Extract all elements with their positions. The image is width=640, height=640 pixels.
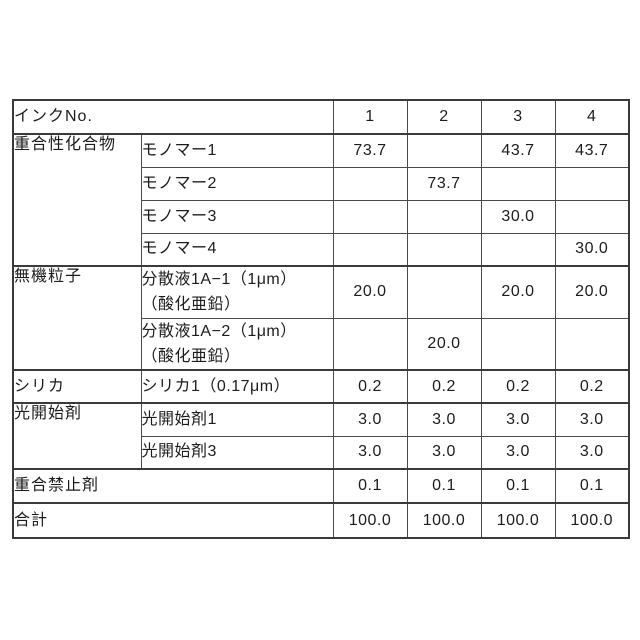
header-ink-no-label: インクNo. bbox=[12, 99, 334, 135]
value-cell: 20.0 bbox=[406, 317, 482, 371]
value-cell: 0.2 bbox=[480, 369, 556, 404]
table-row-monomer1: 重合性化合物 モノマー1 73.7 43.7 43.7 bbox=[12, 133, 630, 267]
value-cell: 30.0 bbox=[554, 232, 630, 267]
table-row-photoinitiator3: 光開始剤3 3.0 3.0 3.0 3.0 bbox=[13, 435, 630, 470]
value-cell: 100.0 bbox=[406, 502, 482, 539]
header-col-3: 3 bbox=[480, 99, 556, 135]
table-row-silica: シリカ シリカ1（0.17μm） 0.2 0.2 0.2 0.2 bbox=[12, 369, 630, 404]
value-cell: 20.0 bbox=[554, 265, 630, 319]
item-name-line2: （酸化亜鉛） bbox=[141, 296, 241, 314]
value-cell: 100.0 bbox=[480, 502, 556, 539]
value-cell bbox=[406, 199, 482, 234]
value-cell: 43.7 bbox=[480, 133, 556, 168]
value-cell bbox=[332, 232, 408, 267]
item-cell-monomer1: モノマー1 bbox=[140, 133, 334, 168]
item-cell-photoinitiator3: 光開始剤3 bbox=[140, 435, 334, 470]
table-header-row: インクNo. 1 2 3 4 bbox=[12, 99, 630, 135]
table-row-monomer3: モノマー3 30.0 bbox=[13, 199, 630, 234]
value-cell bbox=[406, 265, 482, 319]
item-cell-silica1: シリカ1（0.17μm） bbox=[140, 369, 334, 404]
value-cell: 3.0 bbox=[554, 435, 630, 470]
category-cell-photoinitiator: 光開始剤 bbox=[12, 402, 142, 470]
ink-composition-table: インクNo. 1 2 3 4 重合性化合物 モノマー1 73.7 43.7 43… bbox=[12, 99, 630, 539]
header-col-2: 2 bbox=[406, 99, 482, 135]
label-cell-inhibitor: 重合禁止剤 bbox=[12, 468, 334, 504]
value-cell: 0.2 bbox=[406, 369, 482, 404]
header-col-4: 4 bbox=[554, 99, 630, 135]
value-cell bbox=[480, 232, 556, 267]
table-row-photoinitiator1: 光開始剤 光開始剤1 3.0 3.0 3.0 3.0 bbox=[12, 402, 630, 470]
value-cell: 0.1 bbox=[480, 468, 556, 504]
value-cell: 3.0 bbox=[332, 402, 408, 437]
item-name-line1: 分散液1A−2（1μm） bbox=[141, 322, 297, 340]
value-cell: 0.2 bbox=[554, 369, 630, 404]
value-cell bbox=[406, 133, 482, 168]
header-col-1: 1 bbox=[332, 99, 408, 135]
value-cell: 0.1 bbox=[332, 468, 408, 504]
table-row-monomer4: モノマー4 30.0 bbox=[13, 232, 630, 267]
value-cell: 3.0 bbox=[332, 435, 408, 470]
table-row-total: 合計 100.0 100.0 100.0 100.0 bbox=[12, 502, 630, 539]
value-cell: 100.0 bbox=[332, 502, 408, 539]
value-cell: 73.7 bbox=[406, 166, 482, 201]
value-cell: 3.0 bbox=[406, 435, 482, 470]
category-cell-silica: シリカ bbox=[12, 369, 142, 404]
value-cell: 0.1 bbox=[554, 468, 630, 504]
item-name-line1: 分散液1A−1（1μm） bbox=[141, 271, 297, 289]
value-cell: 73.7 bbox=[332, 133, 408, 168]
value-cell: 30.0 bbox=[480, 199, 556, 234]
value-cell bbox=[554, 199, 630, 234]
value-cell: 3.0 bbox=[480, 435, 556, 470]
value-cell bbox=[332, 317, 408, 371]
item-cell-dispersion-1a2: 分散液1A−2（1μm） （酸化亜鉛） bbox=[140, 317, 334, 371]
value-cell bbox=[332, 166, 408, 201]
value-cell: 20.0 bbox=[332, 265, 408, 319]
category-cell-inorganic-particles: 無機粒子 bbox=[12, 265, 142, 371]
item-cell-monomer3: モノマー3 bbox=[140, 199, 334, 234]
item-cell-monomer4: モノマー4 bbox=[140, 232, 334, 267]
value-cell: 3.0 bbox=[554, 402, 630, 437]
value-cell bbox=[406, 232, 482, 267]
value-cell: 0.2 bbox=[332, 369, 408, 404]
value-cell: 20.0 bbox=[480, 265, 556, 319]
value-cell bbox=[554, 317, 630, 371]
item-name-line2: （酸化亜鉛） bbox=[141, 347, 241, 365]
value-cell: 0.1 bbox=[406, 468, 482, 504]
value-cell bbox=[480, 166, 556, 201]
item-cell-monomer2: モノマー2 bbox=[140, 166, 334, 201]
item-cell-photoinitiator1: 光開始剤1 bbox=[140, 402, 334, 437]
table-row-dispersion-1a1: 無機粒子 分散液1A−1（1μm） （酸化亜鉛） 20.0 20.0 20.0 bbox=[12, 265, 630, 371]
value-cell: 100.0 bbox=[554, 502, 630, 539]
value-cell bbox=[554, 166, 630, 201]
table-row-inhibitor: 重合禁止剤 0.1 0.1 0.1 0.1 bbox=[12, 468, 630, 504]
value-cell: 3.0 bbox=[406, 402, 482, 437]
value-cell: 43.7 bbox=[554, 133, 630, 168]
item-cell-dispersion-1a1: 分散液1A−1（1μm） （酸化亜鉛） bbox=[140, 265, 334, 319]
value-cell bbox=[332, 199, 408, 234]
value-cell: 3.0 bbox=[480, 402, 556, 437]
value-cell bbox=[480, 317, 556, 371]
label-cell-total: 合計 bbox=[12, 502, 334, 539]
category-cell-polymerizable-compound: 重合性化合物 bbox=[12, 133, 142, 267]
